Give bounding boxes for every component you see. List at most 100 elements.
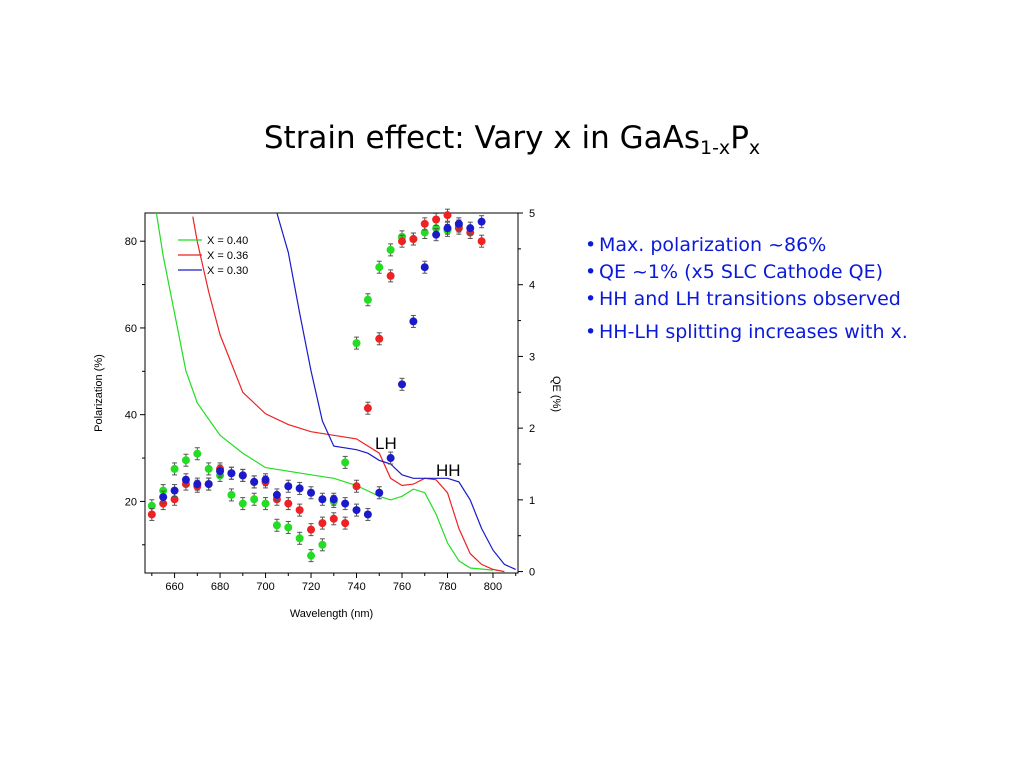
point-marker [181, 456, 190, 465]
title-main: Strain effect: Vary x in GaAs [263, 120, 700, 156]
data-point [352, 336, 361, 350]
point-marker [181, 475, 190, 484]
point-marker [329, 514, 338, 523]
point-marker [193, 480, 202, 489]
point-marker [466, 224, 475, 233]
bullet-dot-icon: • [585, 261, 597, 283]
bullet-item: • HH and LH transitions observed [585, 288, 908, 311]
qe-line [192, 216, 505, 573]
point-marker [432, 230, 441, 239]
y2-tick-label: 4 [529, 280, 535, 292]
data-point [307, 486, 316, 500]
qe-line [276, 212, 516, 570]
point-marker [272, 521, 281, 530]
data-point [272, 518, 281, 532]
data-point [238, 497, 247, 511]
data-point [341, 497, 350, 511]
point-marker [420, 219, 429, 228]
x-axis-label: Wavelength (nm) [290, 608, 373, 620]
point-marker [307, 525, 316, 534]
point-marker [375, 334, 384, 343]
point-marker [318, 519, 327, 528]
point-marker [329, 495, 338, 504]
data-point [318, 492, 327, 506]
data-point [147, 507, 156, 521]
point-marker [227, 490, 236, 499]
data-point [307, 549, 316, 563]
point-marker [204, 480, 213, 489]
data-point [295, 481, 304, 495]
point-marker [477, 237, 486, 246]
data-point [375, 332, 384, 346]
y-tick-label: 80 [125, 236, 137, 248]
data-point [477, 234, 486, 248]
point-marker [250, 495, 259, 504]
data-point [204, 462, 213, 476]
data-point [432, 228, 441, 242]
bullet-text: HH and LH transitions observed [599, 288, 901, 310]
bullet-text: HH-LH splitting increases with x. [599, 321, 908, 343]
data-point [363, 507, 372, 521]
data-point [352, 479, 361, 493]
point-marker [216, 467, 225, 476]
point-marker [409, 235, 418, 244]
point-marker [295, 534, 304, 543]
point-marker [284, 523, 293, 532]
y-axis-label: Polarization (%) [93, 354, 105, 432]
point-marker [318, 540, 327, 549]
bullet-item: • Max. polarization ~86% [585, 234, 908, 257]
y2-axis-label: QE (%) [550, 376, 562, 412]
point-marker [341, 458, 350, 467]
legend-label: X = 0.40 [207, 235, 248, 247]
polarization-points [147, 208, 486, 563]
data-point [295, 503, 304, 517]
legend: X = 0.40 X = 0.36 X = 0.30 [178, 235, 248, 277]
data-point [181, 453, 190, 467]
point-marker [159, 499, 168, 508]
point-marker [147, 510, 156, 519]
y2-tick-label: 3 [529, 351, 535, 363]
point-marker [409, 317, 418, 326]
point-marker [170, 464, 179, 473]
data-point [284, 520, 293, 534]
data-point [295, 531, 304, 545]
data-point [363, 293, 372, 307]
data-point [250, 492, 259, 506]
point-marker [363, 404, 372, 413]
point-marker [454, 219, 463, 228]
point-marker [238, 471, 247, 480]
point-marker [398, 237, 407, 246]
axis-labels: 660 680 700 720 740 760 780 80020406080012345Wa… [93, 208, 562, 620]
y2-tick-label: 5 [529, 208, 535, 220]
data-point [307, 523, 316, 537]
data-point [466, 221, 475, 235]
data-point [375, 486, 384, 500]
data-point [284, 497, 293, 511]
point-marker [443, 211, 452, 220]
point-marker [250, 477, 259, 486]
point-marker [363, 295, 372, 304]
point-marker [295, 506, 304, 515]
point-marker [147, 501, 156, 510]
point-marker [307, 488, 316, 497]
title-subscript-x: x [748, 137, 761, 159]
point-marker [386, 245, 395, 254]
data-point [352, 503, 361, 517]
y2-tick-label: 2 [529, 423, 535, 435]
data-point [386, 451, 395, 465]
data-point [284, 479, 293, 493]
data-point [227, 466, 236, 480]
bullet-dot-icon: • [585, 234, 597, 256]
data-point [181, 473, 190, 487]
data-point [193, 447, 202, 461]
data-point [227, 488, 236, 502]
x-tick-label: 800 [484, 581, 502, 593]
x-tick-label: 660 [165, 581, 183, 593]
legend-label: X = 0.30 [207, 265, 248, 277]
point-marker [432, 224, 441, 233]
data-point [443, 208, 452, 222]
point-marker [352, 339, 361, 348]
title-p: P [730, 120, 749, 156]
point-marker [238, 499, 247, 508]
